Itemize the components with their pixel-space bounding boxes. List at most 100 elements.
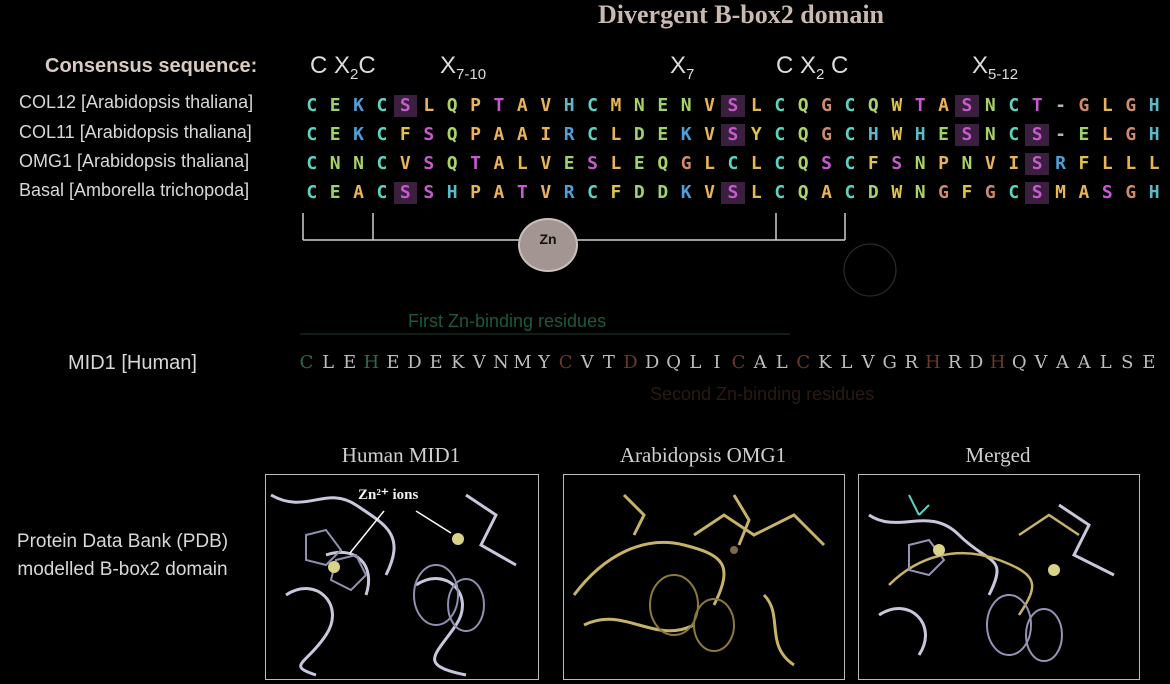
residue: S [587, 153, 598, 174]
mid1-residue: V [580, 352, 594, 373]
mid1-residue: H [363, 352, 380, 373]
residue: N [984, 124, 996, 145]
residue: N [961, 153, 973, 174]
mid1-label: MID1 [Human] [68, 352, 197, 374]
residue: S [393, 182, 418, 204]
residue: C [376, 124, 388, 145]
residue: V [704, 95, 715, 116]
residue: W [891, 124, 903, 145]
mid1-residue: D [968, 352, 984, 373]
residue: L [1148, 153, 1160, 174]
residue: C [844, 153, 856, 174]
mid1-residue: C [731, 352, 746, 373]
residue: N [353, 153, 364, 174]
residue: C [774, 124, 786, 145]
residue: G [1125, 182, 1137, 203]
residue: C [587, 124, 598, 145]
residue: S [423, 153, 435, 174]
residue: Q [797, 182, 809, 203]
residue: E [633, 153, 645, 174]
mid1-residue: A [753, 352, 767, 373]
residue: F [961, 182, 973, 203]
panel-title-merged: Merged [965, 443, 1031, 467]
residue: H [867, 124, 879, 145]
residue: G [938, 182, 949, 203]
residue: L [750, 95, 762, 116]
residue: S [955, 124, 979, 146]
residue: N [914, 182, 926, 203]
zn-label: Zn [539, 231, 557, 247]
mid1-residue: L [689, 352, 702, 373]
residue: N [633, 95, 645, 116]
residue: L [610, 153, 622, 174]
pdb-label: Protein Data Bank (PDB) modelled B-box2 … [0, 528, 245, 584]
motif-cx2c-2: C X2 C [776, 52, 849, 83]
residue: G [1078, 95, 1090, 116]
residue: K [353, 124, 364, 145]
mid1-residue: C [558, 352, 573, 373]
residue: G [1125, 95, 1137, 116]
residue: C [774, 95, 786, 116]
mid1-residue: D [644, 352, 660, 373]
residue: W [891, 95, 903, 116]
residue: V [704, 182, 715, 203]
mid1-residue: E [343, 352, 357, 373]
mid1-residue: C [796, 352, 811, 373]
residue: L [610, 124, 622, 145]
residue: D [633, 124, 645, 145]
mid1-residue: M [513, 352, 532, 373]
residue: S [1025, 124, 1049, 146]
seq-label-basal: Basal [Amborella trichopoda] [19, 180, 250, 200]
residue: D [867, 182, 879, 203]
mid1-residue: V [472, 352, 486, 373]
second-zn-binding-label: Second Zn-binding residues [650, 384, 875, 404]
residue: Q [657, 153, 669, 174]
residue: T [1031, 95, 1043, 116]
residue: I [540, 124, 552, 145]
motif-x7: X7 [670, 52, 695, 83]
residue: R [563, 124, 575, 145]
residue: Q [446, 153, 458, 174]
residue: T [516, 182, 528, 203]
motif-x7-10: X7-10 [440, 52, 487, 83]
residue: Q [797, 95, 809, 116]
mid1-residue: L [322, 352, 335, 373]
mid1-residue: V [861, 352, 875, 373]
residue: E [329, 182, 341, 203]
mid1-residue: I [713, 352, 721, 373]
residue: A [938, 95, 949, 116]
protein-ribbon-arabidopsis-omg1 [572, 493, 826, 667]
residue: - [1055, 124, 1066, 145]
residue: G [984, 182, 996, 203]
residue: V [540, 95, 552, 116]
first-zn-binding-label: First Zn-binding residues [408, 311, 607, 331]
residue: D [633, 182, 645, 203]
residue: S [423, 124, 435, 145]
residue: F [610, 182, 622, 203]
residue: A [1078, 182, 1090, 203]
residue: A [516, 95, 528, 116]
residue: C [1008, 124, 1020, 145]
residue: A [353, 182, 364, 203]
residue: R [1055, 153, 1066, 174]
residue: C [1008, 182, 1020, 203]
residue: P [470, 182, 481, 203]
protein-ribbon-merged [868, 494, 1115, 662]
mid1-residue: Q [1011, 352, 1027, 373]
residue: C [587, 182, 598, 203]
residue: C [774, 153, 786, 174]
residue: E [938, 124, 949, 145]
residue: S [821, 153, 832, 174]
residue: S [721, 124, 745, 146]
residue: Y [750, 124, 762, 145]
residue: L [516, 153, 528, 174]
residue: C [844, 95, 856, 116]
motif-cx2c-1: C X2C [310, 52, 376, 83]
residue: L [1101, 124, 1113, 145]
residue: V [704, 124, 715, 145]
residue: K [353, 95, 364, 116]
residue: C [376, 95, 388, 116]
residue: P [470, 124, 481, 145]
mid1-residue: E [1142, 352, 1156, 373]
